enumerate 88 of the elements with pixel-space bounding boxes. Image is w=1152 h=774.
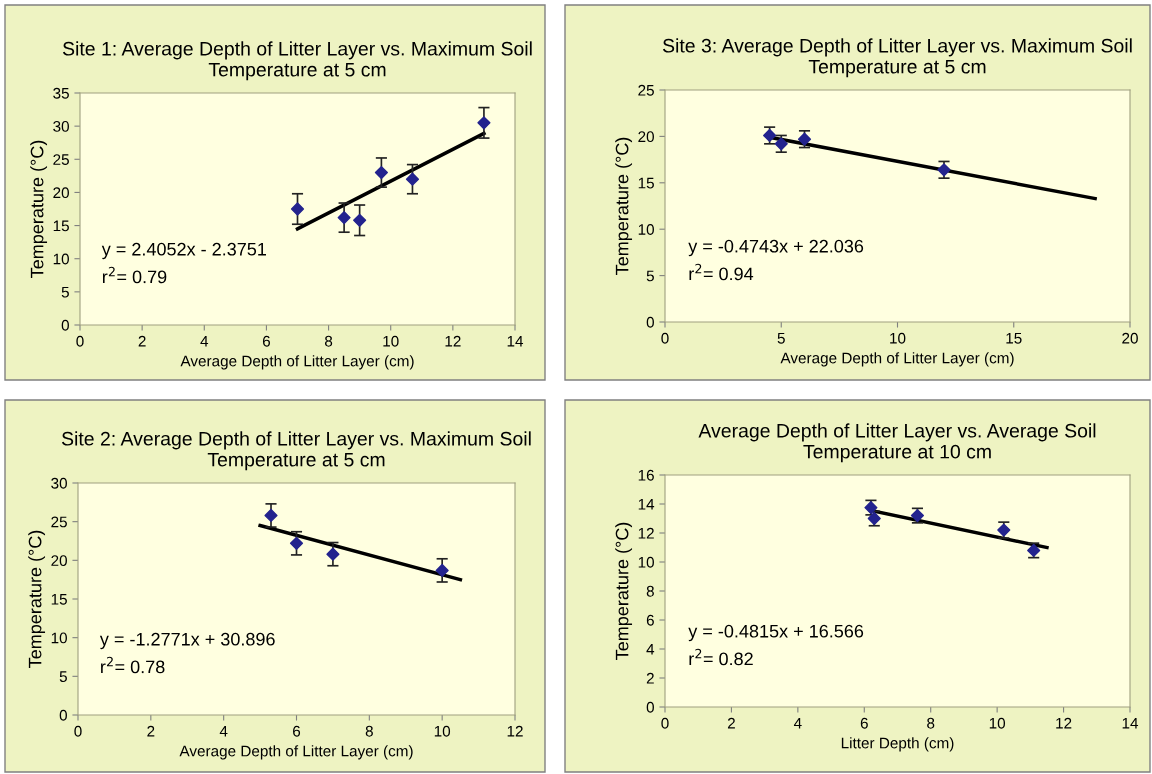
y-axis-title: Temperature (°C) <box>28 530 46 668</box>
x-tick-label: 14 <box>1122 717 1139 729</box>
y-tick-label: 6 <box>646 614 654 626</box>
x-tick-label: 5 <box>777 332 785 344</box>
x-axis-title: Average Depth of Litter Layer (cm) <box>180 355 414 370</box>
chart-title: Average Depth of Litter Layer vs. Average Soil Temperature at 10 cm <box>698 423 1096 463</box>
x-tick-label: 6 <box>262 335 271 347</box>
point <box>290 202 305 216</box>
annotation: y = -0.4743x + 22.036 <box>688 239 864 257</box>
y-tick-label: 12 <box>638 527 654 539</box>
x-tick-label: 10 <box>434 725 451 737</box>
y-tick-label: 15 <box>638 177 654 189</box>
y-axis-title: Temperature (°C) <box>615 137 633 275</box>
y-tick-label: 15 <box>51 594 67 605</box>
x-tick-label: 10 <box>383 335 399 347</box>
chart-title: Site 2: Average Depth of Litter Layer vs. Maximum Soil Temperature at 5 cm <box>61 431 531 471</box>
annotation: y = -0.4815x + 16.566 <box>688 624 864 642</box>
y-tick-label: 30 <box>53 121 69 132</box>
x-tick-label: 0 <box>76 335 84 347</box>
y-tick-label: 10 <box>53 253 69 265</box>
y-tick-label: 20 <box>51 555 67 567</box>
x-axis-title: Average Depth of Litter Layer (cm) <box>780 352 1014 367</box>
x-tick-label: 6 <box>293 725 301 737</box>
x-tick-label: 8 <box>365 725 373 737</box>
annotation: y = -1.2771x + 30.896 <box>99 632 275 650</box>
point <box>337 211 351 225</box>
y-tick-label: 5 <box>646 270 654 282</box>
x-tick-label: 0 <box>661 332 669 344</box>
point <box>289 536 304 550</box>
y-tick-label: 0 <box>61 319 69 331</box>
x-tick-label: 4 <box>219 725 228 737</box>
point <box>435 563 449 577</box>
x-tick-label: 10 <box>890 332 906 344</box>
y-tick-label: 20 <box>638 131 654 143</box>
x-tick-label: 20 <box>1122 332 1138 344</box>
y-tick-label: 30 <box>51 477 67 489</box>
chart-title: Site 3: Average Depth of Litter Layer vs. Maximum Soil Temperature at 5 cm <box>662 38 1132 78</box>
y-tick-label: 10 <box>51 632 67 644</box>
y-axis-title: Temperature (°C) <box>615 522 633 660</box>
y-tick-label: 4 <box>646 644 655 655</box>
x-tick-label: 14 <box>507 335 524 347</box>
y-tick-label: 14 <box>638 499 655 510</box>
x-tick-label: 4 <box>793 717 802 729</box>
x-tick-label: 15 <box>1006 332 1022 344</box>
y-tick-label: 5 <box>61 286 69 298</box>
point <box>264 508 278 523</box>
x-tick-label: 12 <box>507 725 523 737</box>
y-axis-title: Temperature (°C) <box>30 140 48 278</box>
y-tick-label: 25 <box>53 154 69 165</box>
point <box>353 213 367 227</box>
y-tick-label: 0 <box>59 709 67 721</box>
x-tick-label: 12 <box>1056 717 1072 729</box>
x-tick-label: 8 <box>324 335 333 347</box>
point <box>374 165 388 180</box>
chart-title: Site 1: Average Depth of Litter Layer vs. Maximum Soil Temperature at 5 cm <box>62 41 532 81</box>
y-tick-label: 20 <box>53 187 69 199</box>
annotation: r$^{2}$= 0.94 <box>689 263 754 281</box>
annotation: r$^{2}$= 0.82 <box>689 648 753 666</box>
y-tick-label: 10 <box>638 556 654 568</box>
x-axis-title: Litter Depth (cm) <box>841 737 954 752</box>
x-axis-title: Average Depth of Litter Layer (cm) <box>179 745 413 760</box>
x-tick-label: 2 <box>727 717 735 729</box>
y-tick-label: 2 <box>646 672 654 684</box>
x-tick-label: 2 <box>147 725 155 737</box>
x-tick-label: 10 <box>989 717 1006 729</box>
x-tick-label: 12 <box>445 335 461 347</box>
x-tick-label: 4 <box>200 335 209 347</box>
x-tick-label: 2 <box>138 335 146 347</box>
annotation: y = 2.4052x - 2.3751 <box>101 242 266 260</box>
y-tick-label: 16 <box>638 469 654 481</box>
y-tick-label: 25 <box>638 84 654 96</box>
y-tick-label: 8 <box>646 585 654 597</box>
y-tick-label: 5 <box>59 671 67 683</box>
y-tick-label: 15 <box>53 220 69 232</box>
y-tick-label: 0 <box>646 316 654 328</box>
annotation: r$^{2}$= 0.78 <box>101 656 165 674</box>
y-tick-label: 0 <box>646 701 654 713</box>
x-tick-label: 0 <box>74 725 82 737</box>
x-tick-label: 6 <box>860 717 868 729</box>
point <box>405 172 420 186</box>
annotation: r$^{2}$= 0.79 <box>102 266 167 284</box>
x-tick-label: 0 <box>661 717 669 729</box>
y-tick-label: 25 <box>51 516 67 528</box>
y-tick-label: 35 <box>53 87 69 99</box>
x-tick-label: 8 <box>927 717 935 729</box>
point <box>326 547 340 561</box>
y-tick-label: 10 <box>638 224 654 235</box>
point <box>477 116 491 130</box>
